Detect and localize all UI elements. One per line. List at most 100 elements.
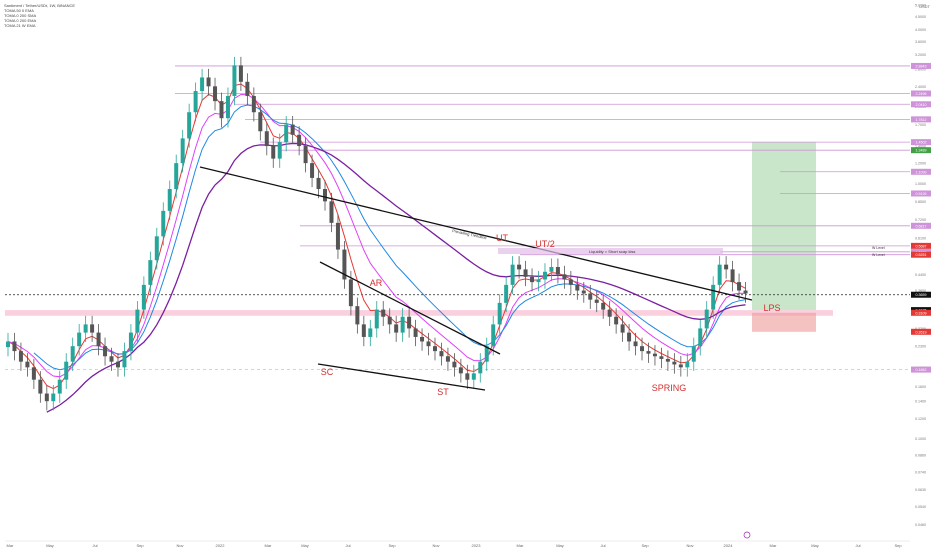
candle: [225, 95, 230, 119]
candle: [264, 131, 269, 147]
x-tick-label: May: [301, 543, 309, 548]
candle: [323, 189, 328, 202]
candle: [187, 112, 192, 139]
candle: [517, 264, 522, 270]
price-label: 2.2496: [916, 92, 927, 96]
trend-line: [199, 166, 753, 301]
y-tick-label: 1.0000: [915, 182, 926, 186]
candle: [407, 316, 412, 329]
price-label: 0.5251: [916, 253, 927, 257]
candle: [665, 358, 670, 362]
candle: [135, 309, 140, 333]
candle: [335, 222, 340, 250]
y-tick-label: 0.7200: [915, 218, 926, 222]
price-label-box: [911, 366, 931, 373]
x-tick-label: May: [811, 543, 819, 548]
candle: [51, 393, 56, 402]
candle: [57, 379, 62, 394]
price-label-box: [911, 251, 931, 258]
ut2-label: UT/2: [535, 239, 555, 249]
candle: [497, 302, 502, 325]
x-tick-label: Mar: [517, 543, 525, 548]
price-label-box: [911, 291, 931, 298]
candle: [549, 266, 554, 272]
ar-label: AR: [370, 278, 383, 288]
y-tick-label: 0.0540: [915, 505, 926, 509]
x-tick-label: Mar: [265, 543, 273, 548]
x-tick-label: May: [556, 543, 564, 548]
symbol-title: Santiment / Tether/USDt, 1W, BINANCE: [4, 3, 76, 8]
candle: [743, 290, 748, 294]
st-label: ST: [437, 387, 449, 397]
candle: [154, 236, 159, 261]
candle: [180, 138, 185, 164]
candle: [536, 279, 541, 283]
indicator-label: TOMA 50 0 EMA: [4, 8, 34, 13]
indicator-label: TOMA 0 200 EMA: [4, 18, 37, 23]
stop-zone: [752, 312, 816, 332]
candle: [12, 341, 17, 352]
candle: [452, 361, 457, 368]
price-label: 1.3489: [916, 149, 927, 153]
y-tick-label: 0.1200: [915, 417, 926, 421]
candle: [711, 284, 716, 310]
candle: [400, 316, 405, 333]
candle: [420, 336, 425, 342]
candle: [167, 189, 172, 211]
candle: [678, 364, 683, 368]
y-tick-label: 0.0460: [915, 523, 926, 527]
indicator-label: TOMA 0 200 SMA: [4, 13, 37, 18]
price-label: 1.1099: [916, 170, 927, 174]
candle: [445, 356, 450, 362]
candle: [238, 65, 243, 82]
candle: [381, 309, 386, 317]
candle: [193, 91, 198, 113]
price-label-box: [911, 168, 931, 175]
chart-header: Santiment / Tether/USDt, 1W, BINANCE TOM…: [4, 3, 75, 28]
price-label: 0.1862: [916, 368, 927, 372]
ema-blue-line: [33, 104, 746, 371]
candle: [439, 351, 444, 357]
w-level-note: W Level: [872, 246, 885, 250]
price-label: 2.0410: [916, 103, 927, 107]
candle: [555, 266, 560, 275]
candle: [510, 264, 515, 285]
candle: [478, 361, 483, 374]
candle: [646, 351, 651, 354]
candle: [251, 95, 256, 113]
y-tick-label: 0.0860: [915, 454, 926, 458]
candle: [717, 264, 722, 285]
candle: [504, 284, 509, 303]
liquidity-box: [498, 248, 723, 254]
y-tick-label: 0.8500: [915, 200, 926, 204]
candle: [374, 309, 379, 329]
candle: [588, 293, 593, 300]
x-tick-label: May: [46, 543, 54, 548]
candle: [685, 361, 690, 368]
candle: [70, 346, 75, 362]
x-tick-label: Mar: [770, 543, 778, 548]
candle: [426, 341, 431, 347]
y-tick-label: 0.1000: [915, 437, 926, 441]
y-tick-label: 0.6100: [915, 237, 926, 241]
x-tick-label: Sep: [136, 543, 144, 548]
candle: [652, 353, 657, 357]
y-tick-label: 0.1600: [915, 385, 926, 389]
candle: [620, 324, 625, 333]
candle: [724, 264, 729, 270]
price-label: 0.3659: [916, 293, 927, 297]
candle: [90, 324, 95, 333]
candle: [491, 324, 496, 347]
event-marker-icon: [743, 531, 751, 539]
ema-purple-line: [46, 142, 746, 413]
candle: [271, 146, 276, 159]
candle: [640, 346, 645, 352]
candle: [530, 276, 535, 283]
candle: [297, 134, 302, 147]
candle: [432, 346, 437, 352]
x-tick-label: Jul: [345, 543, 350, 548]
candle: [284, 124, 289, 143]
price-label: 0.5687: [916, 244, 927, 248]
candle: [633, 341, 638, 347]
